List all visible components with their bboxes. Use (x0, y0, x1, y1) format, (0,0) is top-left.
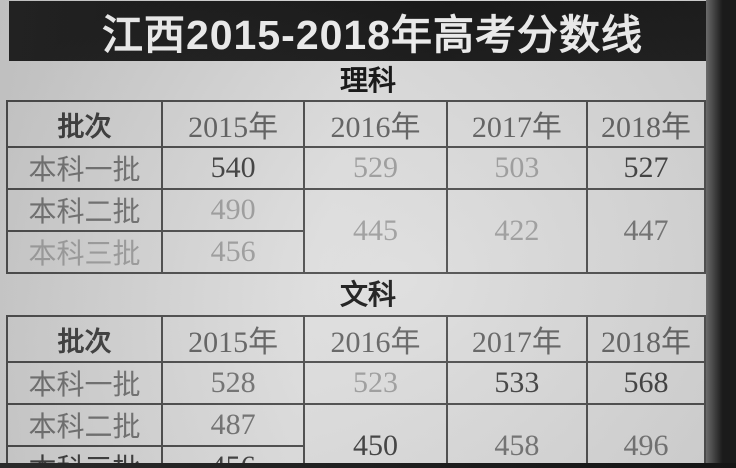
photo-bottom-edge (0, 463, 736, 468)
arts-header-2017: 2017年 (445, 315, 589, 363)
arts-tier1-label: 本科一批 (6, 361, 163, 405)
table-row: 本科一批 528 523 533 568 (6, 361, 706, 405)
science-merged-2017: 422 (445, 188, 589, 274)
arts-tier1-2015: 528 (160, 361, 306, 405)
arts-header-2018: 2018年 (586, 315, 706, 363)
science-tier1-2015: 540 (160, 146, 306, 190)
science-merged-2016: 445 (303, 188, 448, 274)
arts-tier2-2015: 487 (160, 403, 306, 447)
arts-header-2015: 2015年 (160, 315, 306, 363)
arts-merged-2018: 496 (586, 403, 706, 468)
science-tier1-2017: 503 (445, 146, 589, 190)
arts-header-2016: 2016年 (303, 315, 448, 363)
science-tier1-2016: 529 (303, 146, 448, 190)
arts-merged-2017: 458 (445, 403, 589, 468)
science-tier2-2015: 490 (160, 188, 306, 232)
science-header-2016: 2016年 (303, 100, 448, 148)
science-tier1-label: 本科一批 (6, 146, 163, 190)
science-header-2018: 2018年 (586, 100, 706, 148)
page-title: 江西2015-2018年高考分数线 (9, 1, 736, 61)
arts-header-row: 批次 2015年 2016年 2017年 2018年 (6, 315, 706, 363)
science-score-table: 批次 2015年 2016年 2017年 2018年 本科一批 540 529 … (6, 100, 706, 274)
science-header-2017: 2017年 (445, 100, 589, 148)
science-tier3-2015: 456 (160, 230, 306, 274)
arts-score-table: 批次 2015年 2016年 2017年 2018年 本科一批 528 523 … (6, 315, 706, 468)
arts-merged-2016: 450 (303, 403, 448, 468)
arts-tier1-2017: 533 (445, 361, 589, 405)
table-row: 本科三批 456 (6, 230, 705, 274)
science-tier3-label: 本科三批 (6, 230, 163, 274)
science-tier1-2018: 527 (586, 146, 706, 190)
science-header-tier: 批次 (6, 100, 163, 148)
table-row: 本科二批 490 445 422 447 (6, 188, 706, 274)
table-row: 本科二批 487 450 458 496 (6, 403, 706, 468)
science-merged-2018: 447 (586, 188, 706, 274)
section-label-arts: 文科 (339, 279, 396, 310)
table-row: 本科一批 540 529 503 527 (6, 146, 706, 190)
arts-tier1-2016: 523 (303, 361, 448, 405)
arts-tier1-2018: 568 (586, 361, 706, 405)
science-tier2-label: 本科二批 (6, 188, 163, 232)
section-label-science: 理科 (339, 65, 396, 96)
arts-header-tier: 批次 (6, 315, 163, 363)
science-header-row: 批次 2015年 2016年 2017年 2018年 (6, 100, 706, 148)
science-header-2015: 2015年 (160, 100, 306, 148)
arts-tier2-label: 本科二批 (6, 403, 163, 447)
photo-right-edge (706, 0, 736, 468)
